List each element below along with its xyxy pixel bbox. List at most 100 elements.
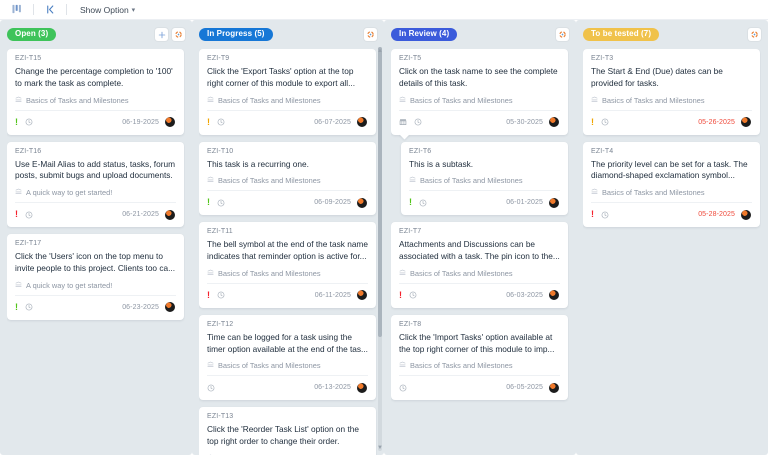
assignee-avatar[interactable] [356, 196, 368, 209]
task-id[interactable]: EZI-T6 [409, 147, 432, 155]
task-id[interactable]: EZI-T8 [399, 320, 422, 328]
card-list[interactable]: EZI-T3 The Start & End (Due) dates can be… [583, 49, 761, 455]
task-title[interactable]: Attachments and Discussions can be assoc… [399, 239, 560, 262]
task-card[interactable]: EZI-T3 The Start & End (Due) dates can be… [583, 49, 760, 135]
priority-exclamation-icon[interactable]: ! [15, 209, 18, 220]
clock-icon[interactable] [399, 379, 407, 397]
task-card[interactable]: EZI-T16 Use E-Mail Alias to add status, t… [7, 141, 184, 228]
clock-icon[interactable] [601, 206, 609, 224]
task-footer-icons [207, 379, 215, 397]
show-option-dropdown[interactable]: Show Option ▾ [72, 5, 135, 15]
priority-exclamation-icon[interactable]: ! [409, 197, 412, 208]
column-title-badge[interactable]: In Review (4) [391, 27, 458, 42]
task-title[interactable]: Click the 'Import Tasks' option availabl… [399, 331, 555, 354]
task-card[interactable]: EZI-T13 Click the 'Reorder Task List' opt… [199, 407, 376, 455]
task-title[interactable]: Click on the task name to see the comple… [399, 66, 558, 88]
priority-exclamation-icon[interactable]: ! [207, 116, 210, 127]
task-id[interactable]: EZI-T4 [591, 147, 614, 155]
assignee-avatar[interactable] [164, 208, 176, 221]
task-title[interactable]: Click the 'Export Tasks' option at the t… [207, 66, 356, 88]
priority-exclamation-icon[interactable]: ! [591, 209, 594, 220]
task-title[interactable]: This is a subtask. [409, 158, 474, 169]
assignee-avatar[interactable] [548, 289, 560, 302]
card-list[interactable]: EZI-T9 Click the 'Export Tasks' option at… [199, 49, 377, 455]
collapse-left-icon[interactable] [39, 0, 61, 20]
assignee-avatar[interactable] [356, 116, 368, 129]
task-id[interactable]: EZI-T10 [207, 147, 234, 155]
assignee-avatar[interactable] [548, 381, 560, 394]
priority-exclamation-icon[interactable]: ! [399, 289, 402, 300]
clock-icon[interactable] [601, 113, 609, 131]
column-scrollbar[interactable] [378, 47, 382, 451]
task-card[interactable]: EZI-T15 Change the percentage completion … [7, 49, 184, 135]
card-list[interactable]: EZI-T5 Click on the task name to see the … [391, 49, 569, 455]
clock-icon[interactable] [25, 298, 33, 316]
task-id[interactable]: EZI-T9 [207, 55, 230, 62]
clock-icon[interactable] [217, 113, 225, 131]
column-title-badge[interactable]: Open (3) [7, 27, 57, 42]
task-card[interactable]: EZI-T10 This task is a recurring one. Basi… [199, 141, 376, 216]
task-id[interactable]: EZI-T3 [591, 55, 614, 62]
clock-icon[interactable] [419, 194, 427, 212]
card-list[interactable]: EZI-T15 Change the percentage completion … [7, 49, 185, 455]
scrollbar-thumb[interactable] [378, 47, 382, 337]
task-id[interactable]: EZI-T7 [399, 228, 422, 236]
task-card[interactable]: EZI-T11 The bell symbol at the end of the… [199, 222, 376, 308]
clock-icon[interactable] [217, 286, 225, 304]
task-card[interactable]: EZI-T12 Time can be logged for a task usi… [199, 314, 376, 401]
task-id[interactable]: EZI-T17 [15, 240, 42, 248]
refresh-column-button[interactable] [364, 28, 377, 41]
task-card[interactable]: EZI-T4 The priority level can be set for … [583, 141, 760, 228]
task-id[interactable]: EZI-T11 [207, 228, 233, 236]
priority-exclamation-icon[interactable]: ! [207, 197, 210, 208]
task-title[interactable]: Change the percentage completion to '100… [15, 66, 173, 88]
task-title[interactable]: The bell symbol at the end of the task n… [207, 239, 368, 262]
task-card[interactable]: EZI-T5 Click on the task name to see the … [391, 49, 568, 140]
priority-exclamation-icon[interactable]: ! [591, 116, 594, 127]
task-title[interactable]: Click the 'Users' icon on the top menu t… [15, 251, 176, 273]
assignee-avatar[interactable] [356, 381, 368, 394]
task-card[interactable]: EZI-T7 Attachments and Discussions can be… [391, 222, 568, 308]
clock-icon[interactable] [409, 286, 417, 304]
task-id[interactable]: EZI-T5 [399, 55, 422, 62]
priority-exclamation-icon[interactable]: ! [15, 116, 18, 127]
assignee-avatar[interactable] [548, 116, 560, 129]
scroll-up-arrow[interactable]: ▲ [377, 48, 383, 54]
add-task-button[interactable] [155, 28, 168, 41]
task-title[interactable]: Time can be logged for a task using the … [207, 331, 368, 354]
column-title-badge[interactable]: To be tested (7) [583, 27, 660, 42]
priority-exclamation-icon[interactable]: ! [15, 301, 18, 312]
assignee-avatar[interactable] [740, 208, 752, 221]
assignee-avatar[interactable] [548, 196, 560, 209]
task-id[interactable]: EZI-T15 [15, 55, 42, 62]
refresh-column-button[interactable] [748, 28, 761, 41]
scroll-down-arrow[interactable]: ▼ [377, 445, 383, 451]
clock-icon[interactable] [25, 113, 33, 131]
assignee-avatar[interactable] [164, 301, 176, 314]
task-title[interactable]: The Start & End (Due) dates can be provi… [591, 66, 723, 88]
assignee-avatar[interactable] [164, 116, 176, 129]
refresh-column-button[interactable] [172, 28, 185, 41]
clock-icon[interactable] [25, 206, 33, 224]
assignee-avatar[interactable] [740, 116, 752, 129]
subtask-list-icon[interactable] [399, 113, 407, 131]
task-card[interactable]: EZI-T6 This is a subtask. Basics of Tasks … [401, 141, 568, 216]
task-id[interactable]: EZI-T12 [207, 320, 234, 328]
task-card[interactable]: EZI-T17 Click the 'Users' icon on the top… [7, 234, 184, 320]
assignee-avatar[interactable] [356, 289, 368, 302]
task-id[interactable]: EZI-T16 [15, 147, 42, 155]
board-view-icon[interactable] [6, 0, 28, 20]
task-card[interactable]: EZI-T9 Click the 'Export Tasks' option at… [199, 49, 376, 135]
task-id[interactable]: EZI-T13 [207, 413, 234, 421]
task-title[interactable]: This task is a recurring one. [207, 158, 309, 169]
clock-icon[interactable] [414, 113, 422, 131]
priority-exclamation-icon[interactable]: ! [207, 289, 210, 300]
task-title[interactable]: Click the 'Reorder Task List' option on … [207, 424, 359, 447]
task-card[interactable]: EZI-T8 Click the 'Import Tasks' option av… [391, 314, 568, 401]
task-title[interactable]: The priority level can be set for a task… [591, 158, 748, 181]
task-title[interactable]: Use E-Mail Alias to add status, tasks, f… [15, 158, 176, 181]
clock-icon[interactable] [207, 379, 215, 397]
column-title-badge[interactable]: In Progress (5) [199, 27, 273, 42]
clock-icon[interactable] [217, 194, 225, 212]
refresh-column-button[interactable] [556, 28, 569, 41]
